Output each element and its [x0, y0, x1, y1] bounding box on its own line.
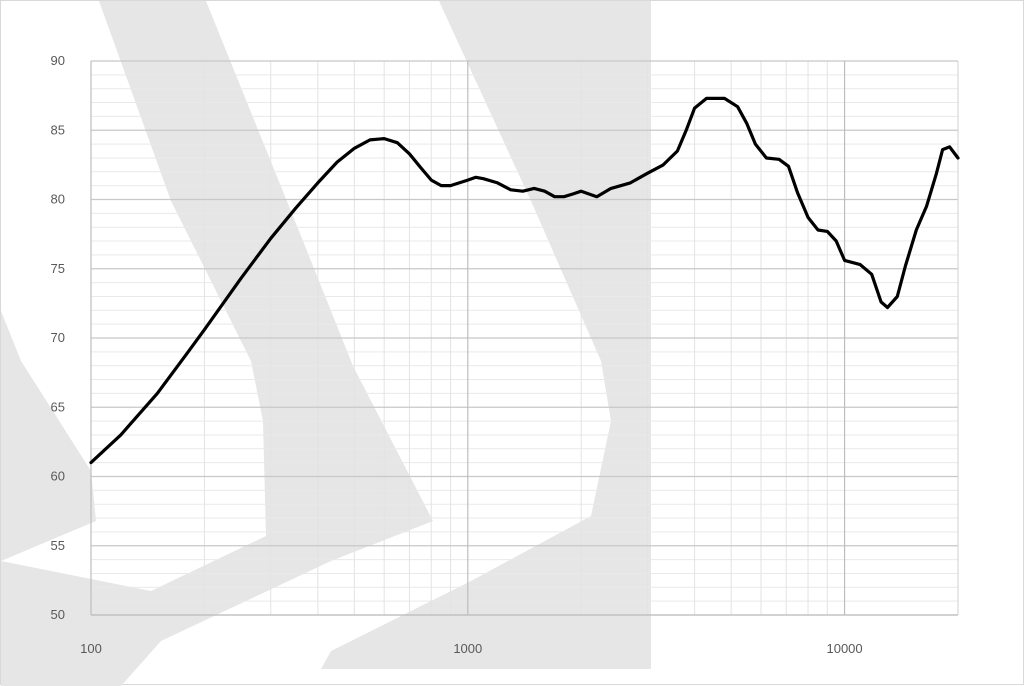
watermark-right-stroke	[321, 1, 651, 669]
series-layer	[89, 96, 960, 465]
x-tick-label: 10000	[826, 641, 862, 656]
axes: 90 85 80 75 70 65 60 55 50 100 1000 10000	[51, 53, 958, 656]
y-tick-label: 75	[51, 261, 65, 276]
y-tick-label: 70	[51, 330, 65, 345]
watermark-left-wedge	[1, 311, 96, 561]
watermark-logo	[1, 1, 651, 686]
y-tick-label: 55	[51, 538, 65, 553]
x-tick-label: 1000	[453, 641, 482, 656]
y-tick-label: 65	[51, 399, 65, 414]
x-tick-label: 100	[80, 641, 102, 656]
y-tick-label: 85	[51, 122, 65, 137]
grid	[90, 60, 959, 616]
y-tick-label: 90	[51, 53, 65, 68]
watermark-left-stroke	[1, 1, 433, 686]
y-tick-label: 50	[51, 607, 65, 622]
y-tick-label: 80	[51, 192, 65, 207]
y-tick-label: 60	[51, 469, 65, 484]
series-line	[89, 96, 960, 465]
